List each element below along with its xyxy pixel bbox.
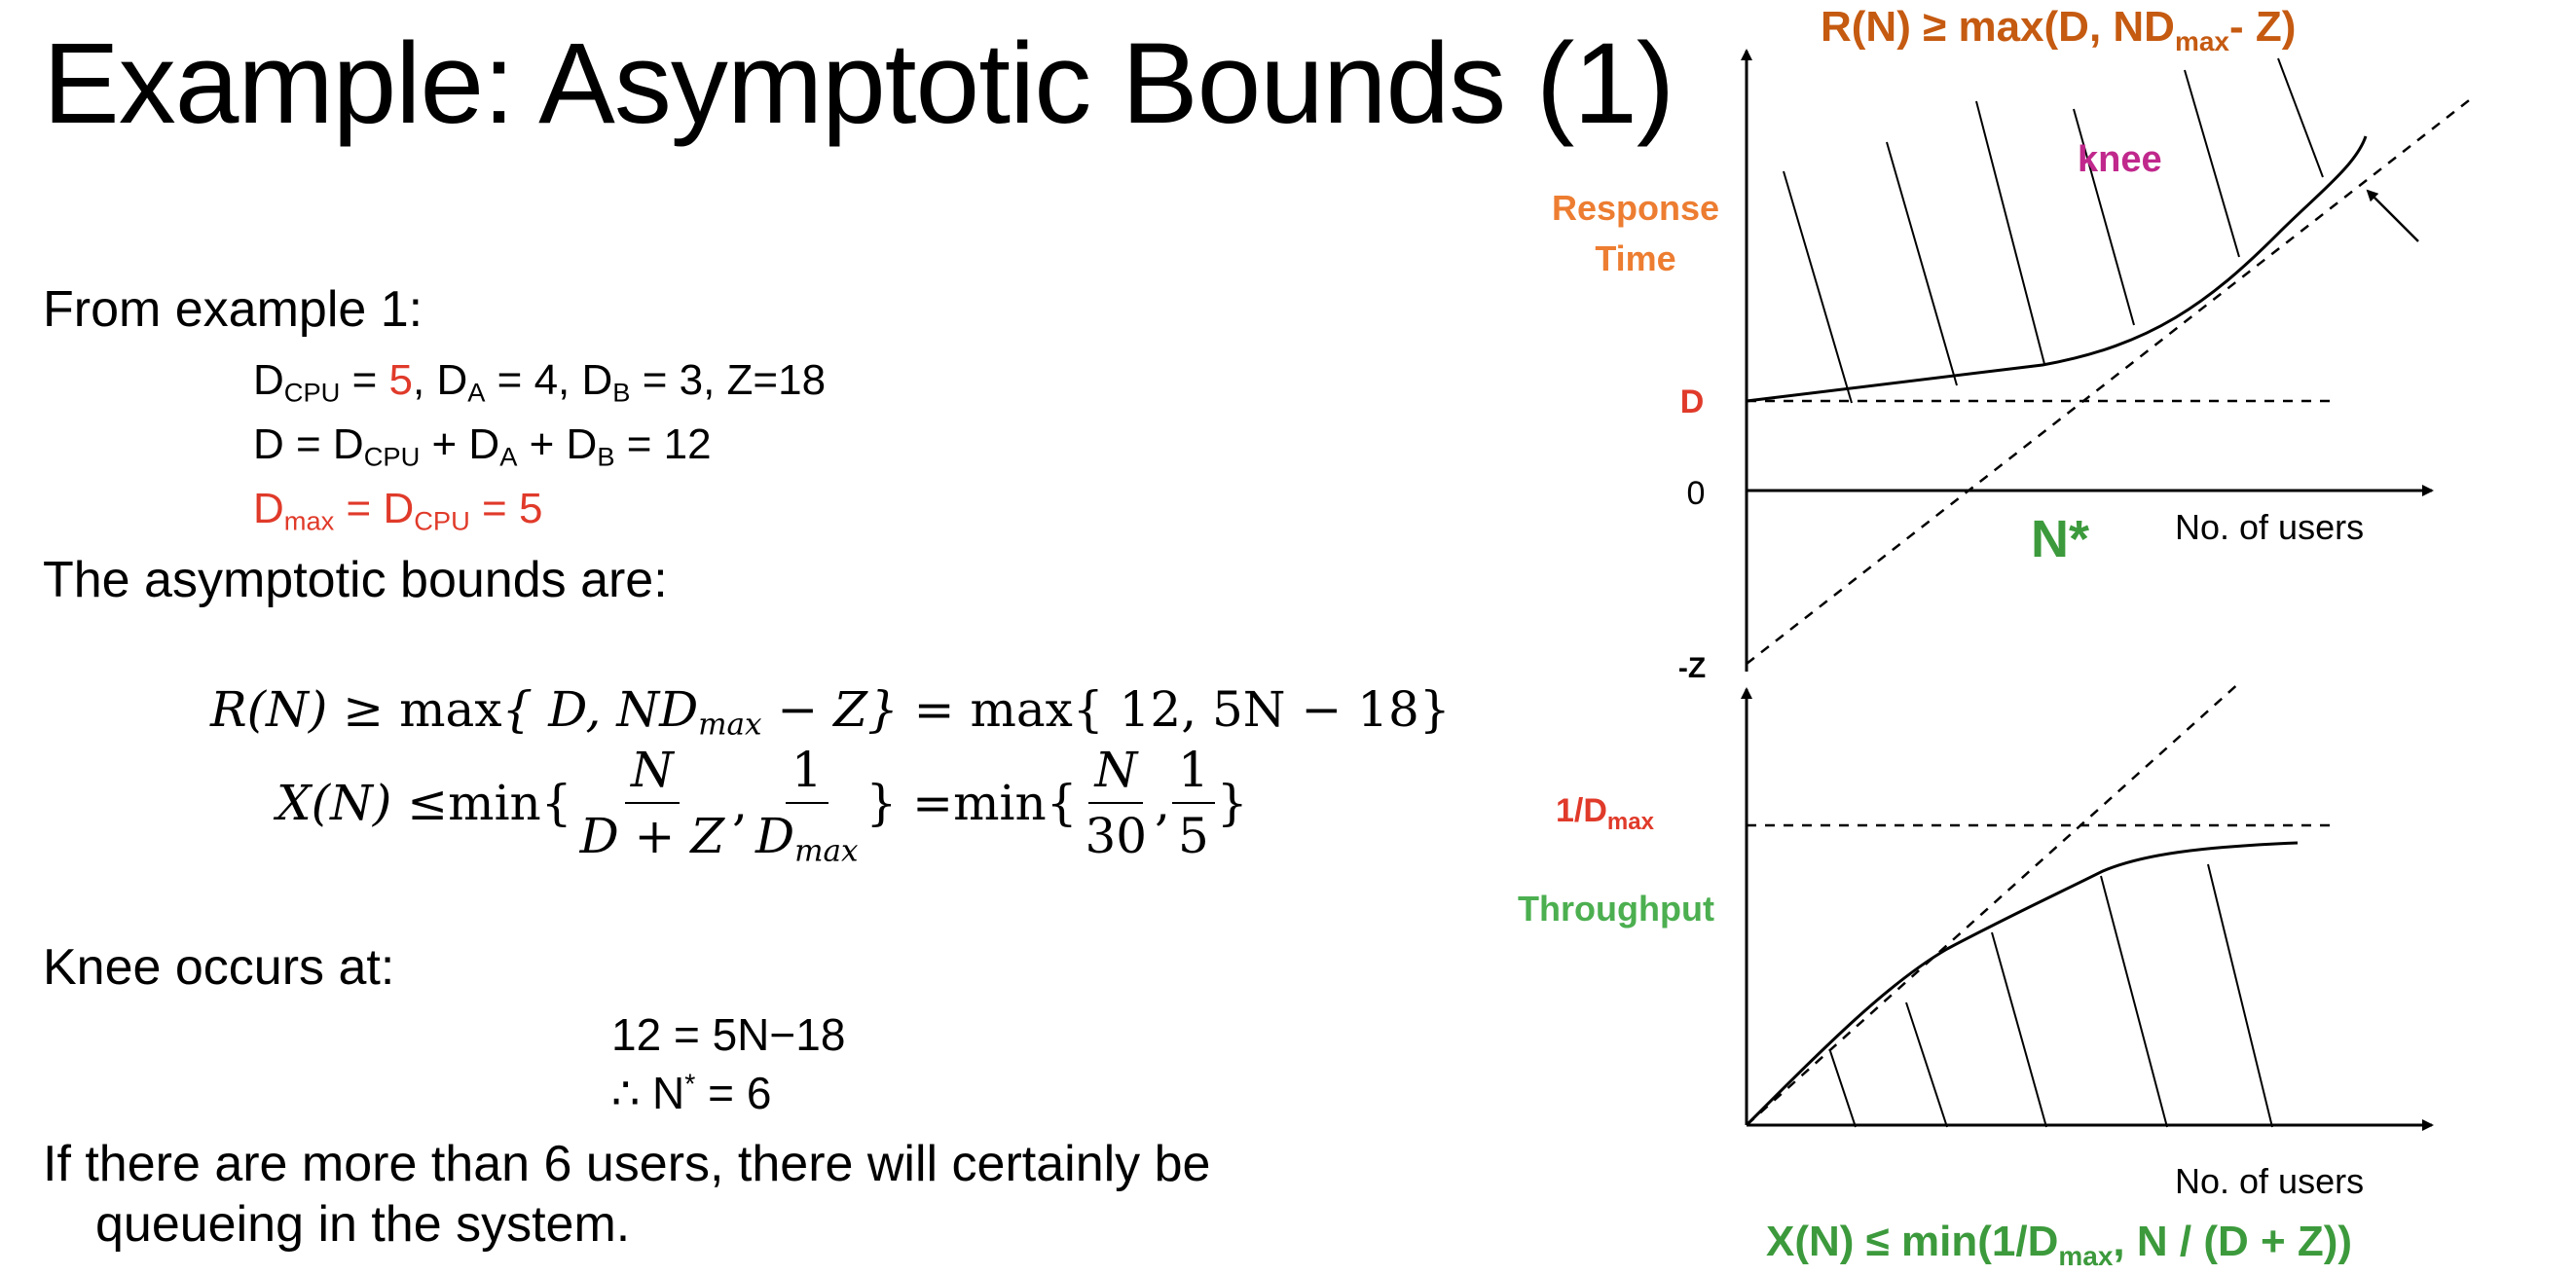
throughput-hatch-mark <box>1991 931 2047 1128</box>
one-over-dmax-tick-label: 1/Dmax <box>1556 792 1655 835</box>
response-time-chart <box>1741 49 2474 672</box>
conclusion-line-1: If there are more than 6 users, there wi… <box>43 1136 1211 1192</box>
throughput-chart <box>1741 680 2434 1131</box>
nd-minus-z-asymptote <box>1746 96 2474 665</box>
demands-line: DCPU = 5, DA = 4, DB = 3, Z=18 <box>253 356 827 408</box>
throughput-curve <box>1745 841 2299 1127</box>
response-hatching <box>1783 57 2324 404</box>
response-time-y-label-line1: Response <box>1552 188 1719 228</box>
d-tick-label: D <box>1680 383 1705 420</box>
asymptotic-bounds-heading: The asymptotic bounds are: <box>43 552 668 608</box>
knee-label: knee <box>2078 139 2162 180</box>
throughput-hatch-mark <box>2100 875 2168 1128</box>
response-hatch-mark <box>2184 69 2240 258</box>
fraction-one-over-dmax: 1 Dmax <box>755 742 859 869</box>
knee-heading: Knee occurs at: <box>43 939 395 996</box>
total-demand-line: D = DCPU + DA + DB = 12 <box>253 420 712 472</box>
knee-pointer-arrow <box>2366 189 2419 242</box>
throughput-y-label: Throughput <box>1518 889 1714 929</box>
response-x-axis-label: No. of users <box>2175 507 2364 547</box>
response-hatch-mark <box>2277 57 2324 178</box>
max-demand-line: Dmax = DCPU = 5 <box>253 485 543 536</box>
throughput-bound-formula: X(N) ≤ min(1/Dmax, N / (D + Z)) <box>1766 1218 2352 1271</box>
response-hatch-mark <box>1975 100 2045 365</box>
n-star-label: N* <box>2031 510 2089 568</box>
from-example-heading: From example 1: <box>43 281 423 338</box>
fraction-n-over-30: N 30 <box>1085 742 1148 864</box>
n-over-d-plus-z-asymptote <box>1746 680 2242 1126</box>
response-hatch-mark <box>2073 108 2135 326</box>
response-hatch-mark <box>1783 170 1853 404</box>
response-time-bound-equation: R(N) ≥ max{ D, NDmax − Z} = max{ 12, 5N … <box>210 681 1451 743</box>
throughput-x-axis-label: No. of users <box>2175 1161 2364 1201</box>
throughput-hatch-mark <box>2207 863 2273 1128</box>
response-hatch-mark <box>1886 141 1958 386</box>
knee-equation: 12 = 5N−18 <box>611 1009 846 1060</box>
cpu-demand-value: 5 <box>388 356 413 404</box>
throughput-hatch-mark <box>1829 1050 1857 1128</box>
throughput-hatch-mark <box>1905 1002 1948 1128</box>
response-time-y-label-line2: Time <box>1595 238 1675 278</box>
page-title: Example: Asymptotic Bounds (1) <box>43 19 1674 148</box>
minus-z-tick-label: -Z <box>1678 652 1706 684</box>
response-time-curve <box>1746 135 2368 403</box>
zero-tick-label: 0 <box>1687 475 1706 512</box>
conclusion-line-2: queueing in the system. <box>95 1196 631 1253</box>
response-bound-formula: R(N) ≥ max(D, NDmax- Z) <box>1821 3 2296 56</box>
knee-solution: ∴ N* = 6 <box>611 1068 772 1118</box>
throughput-hatching <box>1829 863 2273 1128</box>
